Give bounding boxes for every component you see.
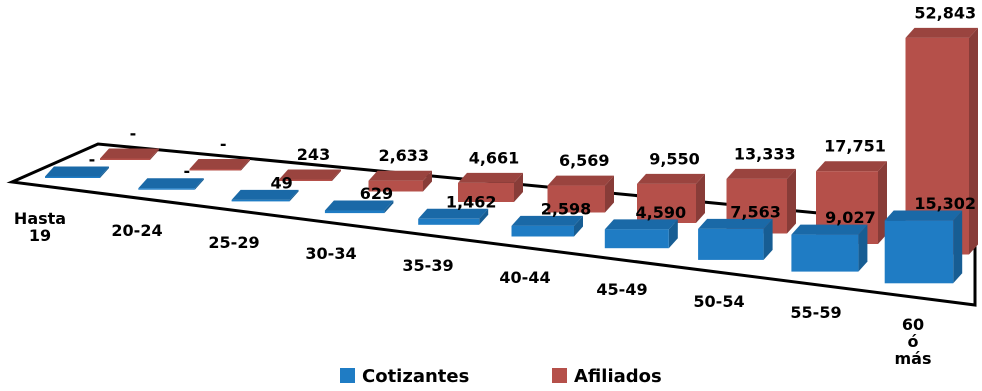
bar-top [231, 189, 299, 200]
bar-side [423, 170, 432, 192]
value-label: 9,027 [825, 208, 876, 227]
bar-side [969, 27, 978, 255]
bar-side [332, 169, 341, 181]
bar-top [279, 169, 341, 180]
x-tick-label: 45-49 [596, 279, 648, 299]
x-tick-label: 20-24 [111, 220, 163, 240]
bar-side [150, 148, 159, 160]
bar [324, 210, 385, 214]
value-label: 52,843 [914, 3, 976, 22]
value-label: 13,333 [734, 144, 796, 163]
x-tick-label: 50-54 [693, 291, 745, 311]
bar-side [696, 173, 705, 223]
value-label: 4,590 [635, 203, 686, 222]
value-label: 49 [270, 173, 292, 192]
value-label: 243 [297, 145, 330, 164]
bar-side [289, 189, 299, 202]
legend-swatch [552, 368, 567, 383]
bar-top [418, 208, 489, 219]
bar [458, 182, 514, 202]
bar-top [905, 27, 978, 38]
value-label: 1,462 [446, 192, 497, 211]
bar-side [514, 172, 523, 202]
bar-top [458, 172, 523, 183]
x-tick-label: Hasta 19 [13, 209, 67, 245]
bar-side [858, 224, 868, 272]
bar [884, 220, 954, 284]
bar-top [324, 200, 394, 211]
value-label: - [183, 162, 190, 181]
bar-side [479, 208, 489, 225]
bar [45, 176, 100, 178]
bar [138, 188, 195, 190]
x-tick-label: 25-29 [208, 232, 260, 252]
bar-top [816, 161, 887, 172]
bar-top [547, 175, 614, 186]
bar-side [384, 200, 394, 214]
bar [189, 169, 241, 171]
value-label: 17,751 [824, 137, 886, 156]
x-tick-label: 35-39 [402, 256, 454, 276]
bar-side [194, 178, 204, 190]
bar-side [241, 159, 250, 171]
x-tick-label: 60 ó más [894, 315, 932, 369]
value-label: 4,661 [469, 148, 520, 167]
bar [231, 199, 290, 202]
bar-side [605, 175, 614, 213]
bar-top [726, 168, 796, 179]
bar [418, 218, 480, 225]
legend-swatch [340, 368, 355, 383]
legend-label: Cotizantes [362, 366, 469, 387]
bar [100, 158, 150, 160]
bar [279, 179, 332, 181]
bar-side [100, 166, 109, 178]
bar-side [787, 168, 796, 234]
bar [637, 183, 696, 223]
bar-top [884, 210, 963, 221]
value-label: 629 [360, 184, 393, 203]
value-label: - [220, 135, 227, 154]
bar [698, 228, 764, 260]
legend-label: Afiliados [574, 366, 662, 387]
bar-side [953, 210, 963, 284]
bar [511, 225, 574, 237]
bar [368, 180, 423, 192]
bar-top [637, 173, 705, 184]
bar [791, 234, 859, 272]
bar [547, 185, 605, 213]
value-label: 2,633 [378, 146, 429, 165]
bar-top [698, 218, 773, 229]
bar-top [189, 159, 250, 169]
x-tick-label: 30-34 [305, 244, 357, 264]
value-label: - [130, 124, 137, 143]
bar-top [368, 170, 432, 181]
value-label: 2,598 [541, 199, 592, 218]
bar-top [791, 224, 868, 235]
value-label: 6,569 [559, 151, 610, 170]
value-label: 9,550 [649, 149, 700, 168]
value-label: 7,563 [730, 202, 781, 221]
bar-top [604, 219, 678, 230]
bar-top [100, 148, 159, 159]
value-label: 15,302 [914, 194, 976, 213]
bar-top [138, 178, 204, 189]
x-tick-label: 40-44 [499, 268, 551, 287]
bar-side [763, 218, 773, 260]
bar [604, 229, 669, 249]
bar-side [668, 219, 678, 249]
x-tick-label: 55-59 [790, 303, 842, 323]
bar-side [574, 215, 583, 237]
bar-top [45, 166, 109, 177]
bar-top [511, 215, 583, 226]
value-label: - [89, 150, 96, 169]
